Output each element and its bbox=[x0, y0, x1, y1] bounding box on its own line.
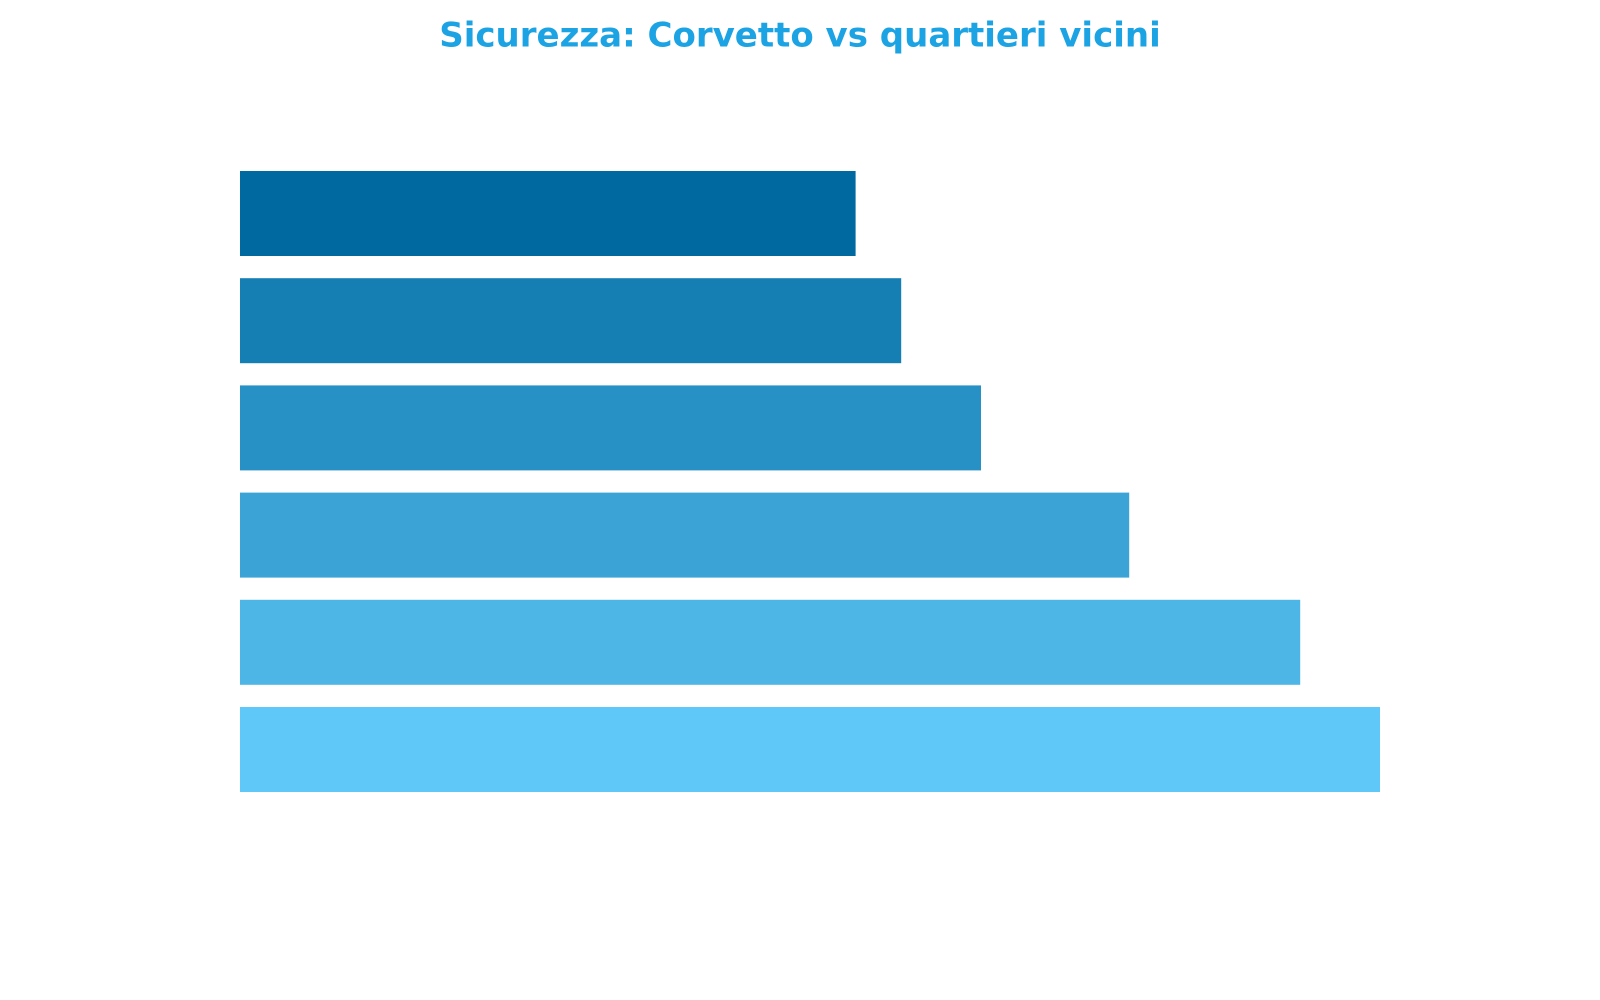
chart-title: Sicurezza: Corvetto vs quartieri vicini bbox=[439, 16, 1161, 56]
bar bbox=[240, 599, 1301, 685]
bar bbox=[240, 492, 1130, 578]
bar bbox=[240, 385, 981, 471]
bar bbox=[240, 707, 1380, 792]
bar bbox=[240, 278, 902, 364]
bar bbox=[240, 171, 856, 256]
